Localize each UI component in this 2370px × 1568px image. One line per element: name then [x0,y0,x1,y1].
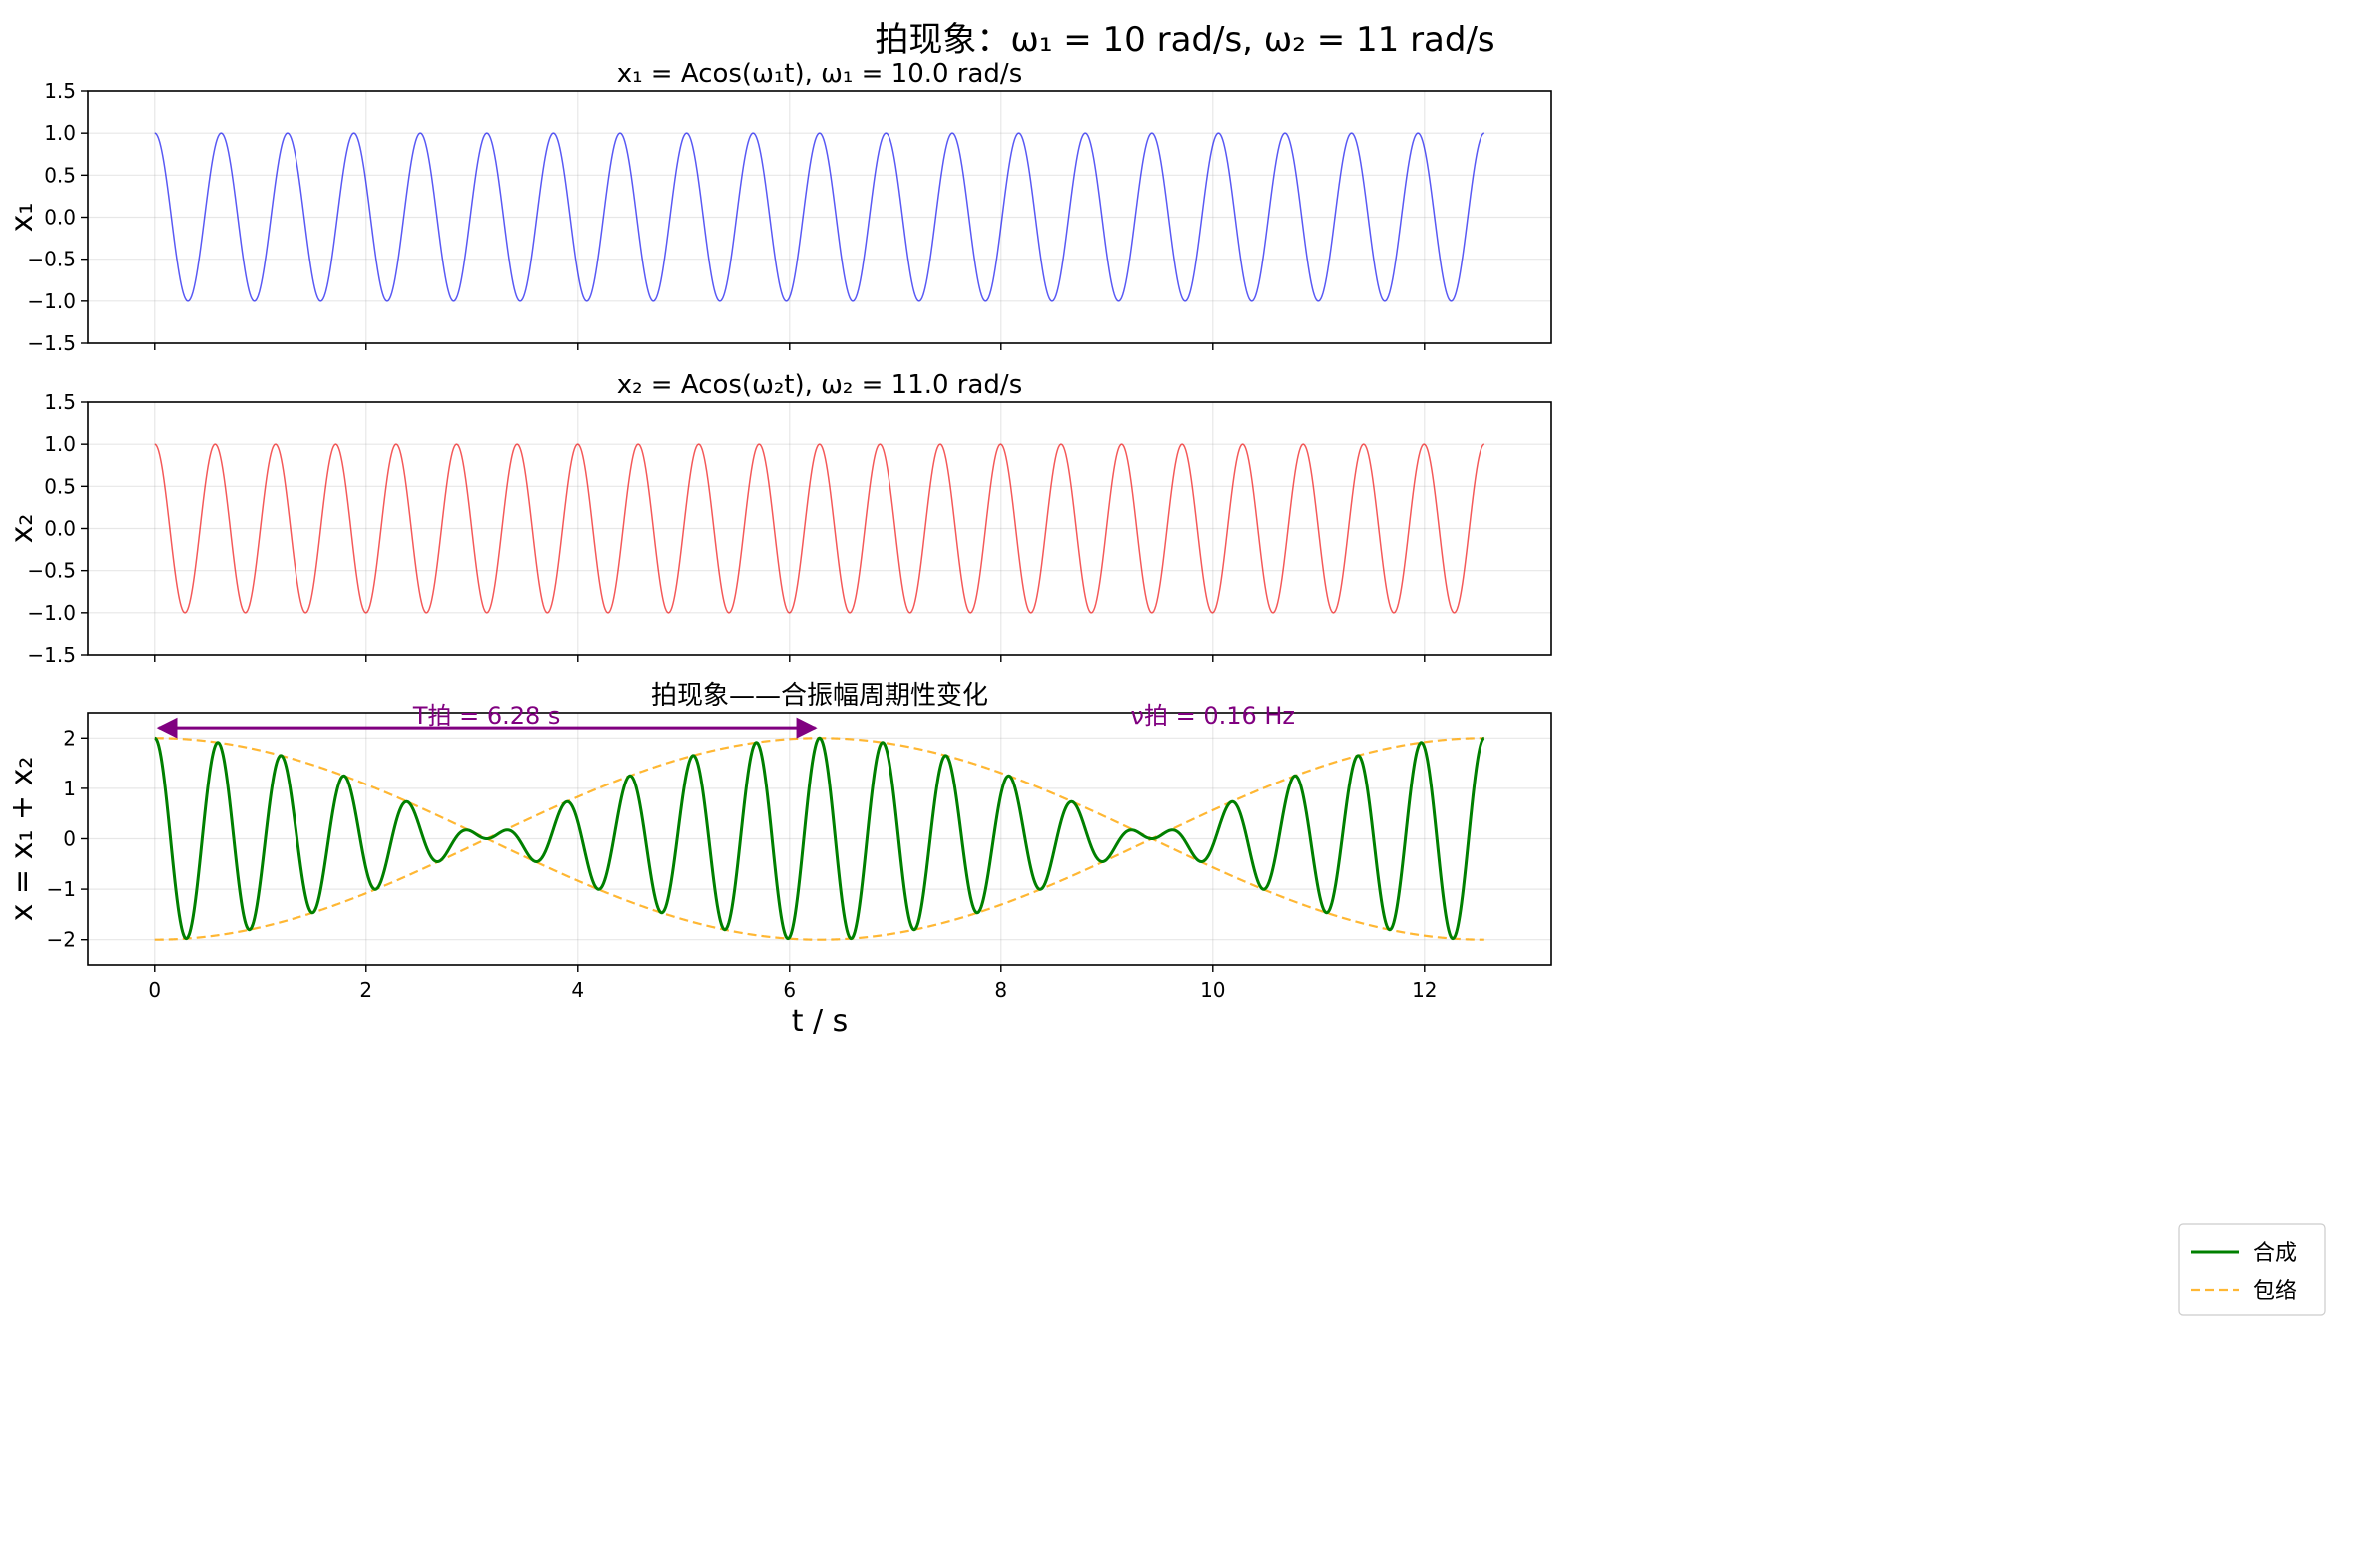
envelope-upper-curve [154,737,1484,941]
y-tick-label: 0 [63,827,76,851]
panel-x2-ticks: −1.5 −1.0 −0.5 0.0 0.5 1.0 1.5 [27,390,1426,667]
legend-label-sum: 合成 [2253,1241,2297,1266]
panel-x2-curve [154,443,1484,614]
y-tick-label: −1.5 [27,643,76,667]
y-tick-label: 0.0 [44,517,76,541]
y-tick-label: 0.0 [44,206,76,230]
y-tick-label: −1.0 [27,601,76,625]
y-tick-label: −1.0 [27,289,76,313]
x-tick-label: 4 [571,978,584,1002]
sum-curve [154,736,1485,941]
x-tick-label: 8 [994,978,1007,1002]
x-tick-label: 2 [359,978,372,1002]
panel-x1-ylabel: x₁ [5,203,40,233]
panel-x1: −1.5 −1.0 −0.5 0.0 0.5 1.0 1.5 x₁ = Acos(ω₁t),… [5,59,1552,355]
panel-sum-grid [88,713,1551,965]
y-tick-label: 0.5 [44,474,76,498]
frequency-label: ν拍 = 0.16 Hz [1131,702,1295,730]
panel-x1-grid [88,90,1551,344]
panel-x2-ylabel: x₂ [5,514,40,544]
figure-suptitle: 拍现象：ω₁ = 10 rad/s, ω₂ = 11 rad/s [875,20,1494,60]
y-tick-label: 1 [63,777,76,800]
legend-label-envelope: 包络 [2253,1279,2297,1304]
y-tick-label: −1 [47,877,76,901]
y-tick-label: 0.5 [44,163,76,187]
period-label: T拍 = 6.28 s [412,702,561,730]
x-tick-label: 10 [1200,978,1225,1002]
y-tick-label: −1.5 [27,331,76,355]
legend-box [2178,1223,2326,1316]
y-tick-label: −0.5 [27,248,76,271]
panel-x2-title: x₂ = Acos(ω₂t), ω₂ = 11.0 rad/s [617,370,1023,400]
x-tick-label: 0 [148,978,161,1002]
y-tick-label: 1.0 [44,121,76,145]
panel-x1-curve [154,132,1484,302]
y-tick-label: 2 [63,726,76,750]
x-tick-label: 12 [1412,978,1437,1002]
panel-sum-xlabel: t / s [792,1004,849,1039]
panel-sum-ylabel: x = x₁ + x₂ [5,757,40,922]
y-tick-label: 1.5 [44,79,76,103]
panel-sum-title: 拍现象——合振幅周期性变化 [651,681,988,711]
y-tick-label: 1.0 [44,432,76,456]
y-tick-label: −0.5 [27,559,76,583]
panel-x2: −1.5 −1.0 −0.5 0.0 0.5 1.0 1.5 x₂ = Acos(ω₂t),… [5,370,1552,667]
y-tick-label: −2 [47,928,76,952]
y-tick-label: 1.5 [44,390,76,414]
panel-x1-title: x₁ = Acos(ω₁t), ω₁ = 10.0 rad/s [617,59,1023,89]
x-tick-label: 6 [783,978,796,1002]
legend: 合成 包络 [2178,1223,2326,1316]
panel-x2-grid [88,401,1551,656]
panel-x1-ticks: −1.5 −1.0 −0.5 0.0 0.5 1.0 1.5 [27,79,1426,355]
